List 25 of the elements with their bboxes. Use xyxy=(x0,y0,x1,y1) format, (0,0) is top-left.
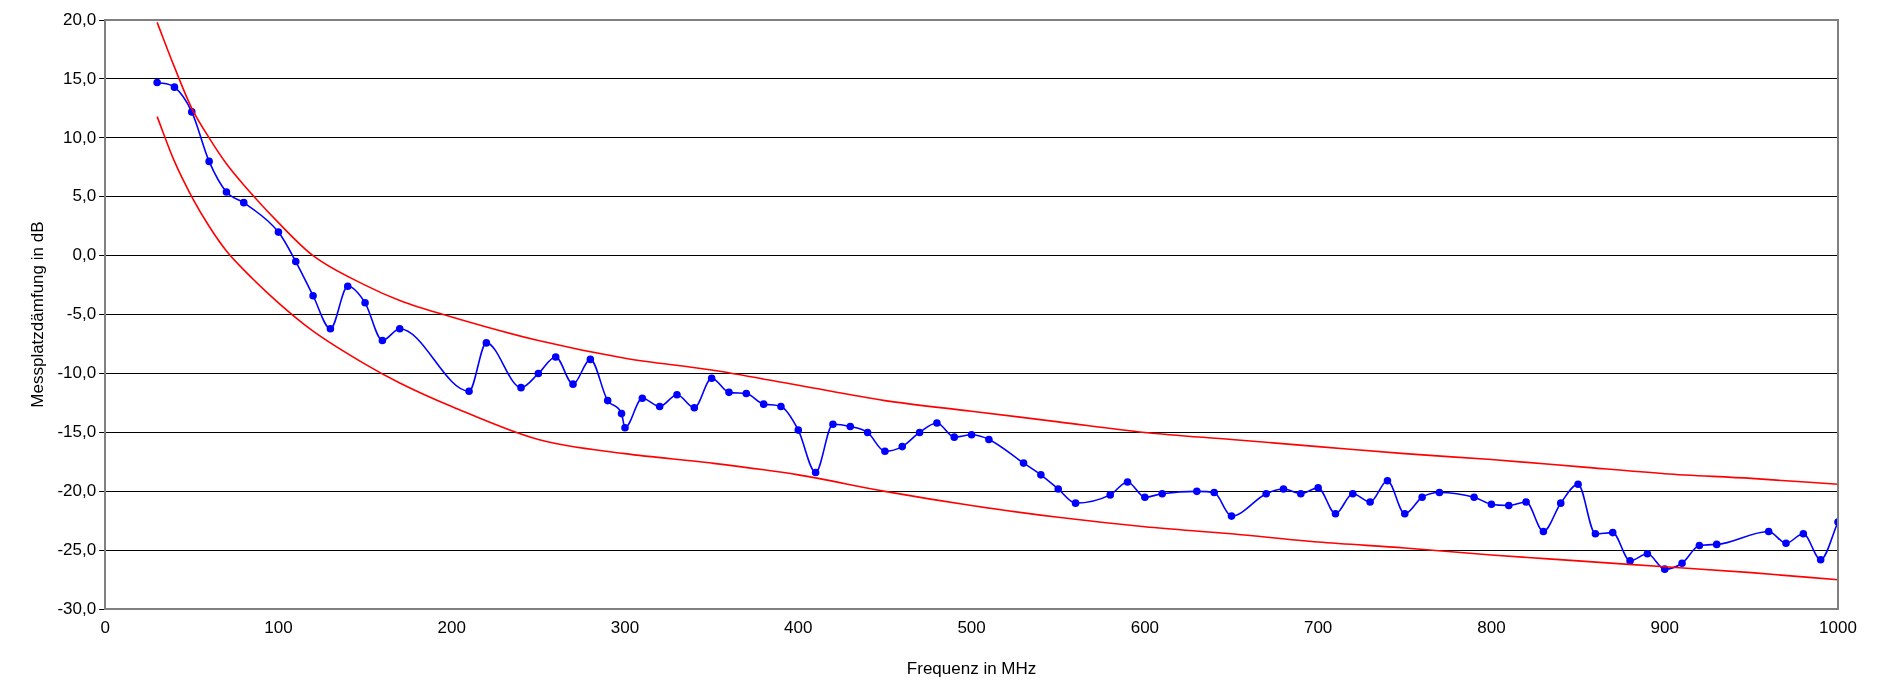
x-tick-label: 200 xyxy=(437,618,466,638)
x-tick-label: 500 xyxy=(957,618,986,638)
x-tick-label: 400 xyxy=(784,618,813,638)
y-tick-label: 10,0 xyxy=(63,127,97,147)
x-tick-label: 0 xyxy=(100,618,110,638)
y-tick-label: -25,0 xyxy=(57,539,97,559)
x-tick-label: 700 xyxy=(1303,618,1333,638)
line-series xyxy=(156,21,1838,486)
y-tick-label: -20,0 xyxy=(57,481,97,501)
y-tick-label: -10,0 xyxy=(57,363,97,383)
y-tick-label: 15,0 xyxy=(63,68,97,88)
x-axis-title: Frequenz in MHz xyxy=(906,659,1037,679)
x-tick-label: 900 xyxy=(1650,618,1679,638)
y-axis-title: Messplatzdämfung in dB xyxy=(27,221,47,408)
x-tick-label: 300 xyxy=(610,618,640,638)
y-tick-label: 20,0 xyxy=(63,9,97,29)
y-tick-label: -5,0 xyxy=(66,304,97,324)
y-tick-label: 5,0 xyxy=(72,186,97,206)
x-tick-label: 800 xyxy=(1477,618,1506,638)
x-tick-label: 1000 xyxy=(1819,618,1857,638)
x-tick-label: 600 xyxy=(1130,618,1160,638)
y-tick-label: -30,0 xyxy=(57,598,97,618)
y-tick-label: 0,0 xyxy=(72,245,97,265)
x-tick-label: 100 xyxy=(264,618,293,638)
y-tick-label: -15,0 xyxy=(57,422,97,442)
